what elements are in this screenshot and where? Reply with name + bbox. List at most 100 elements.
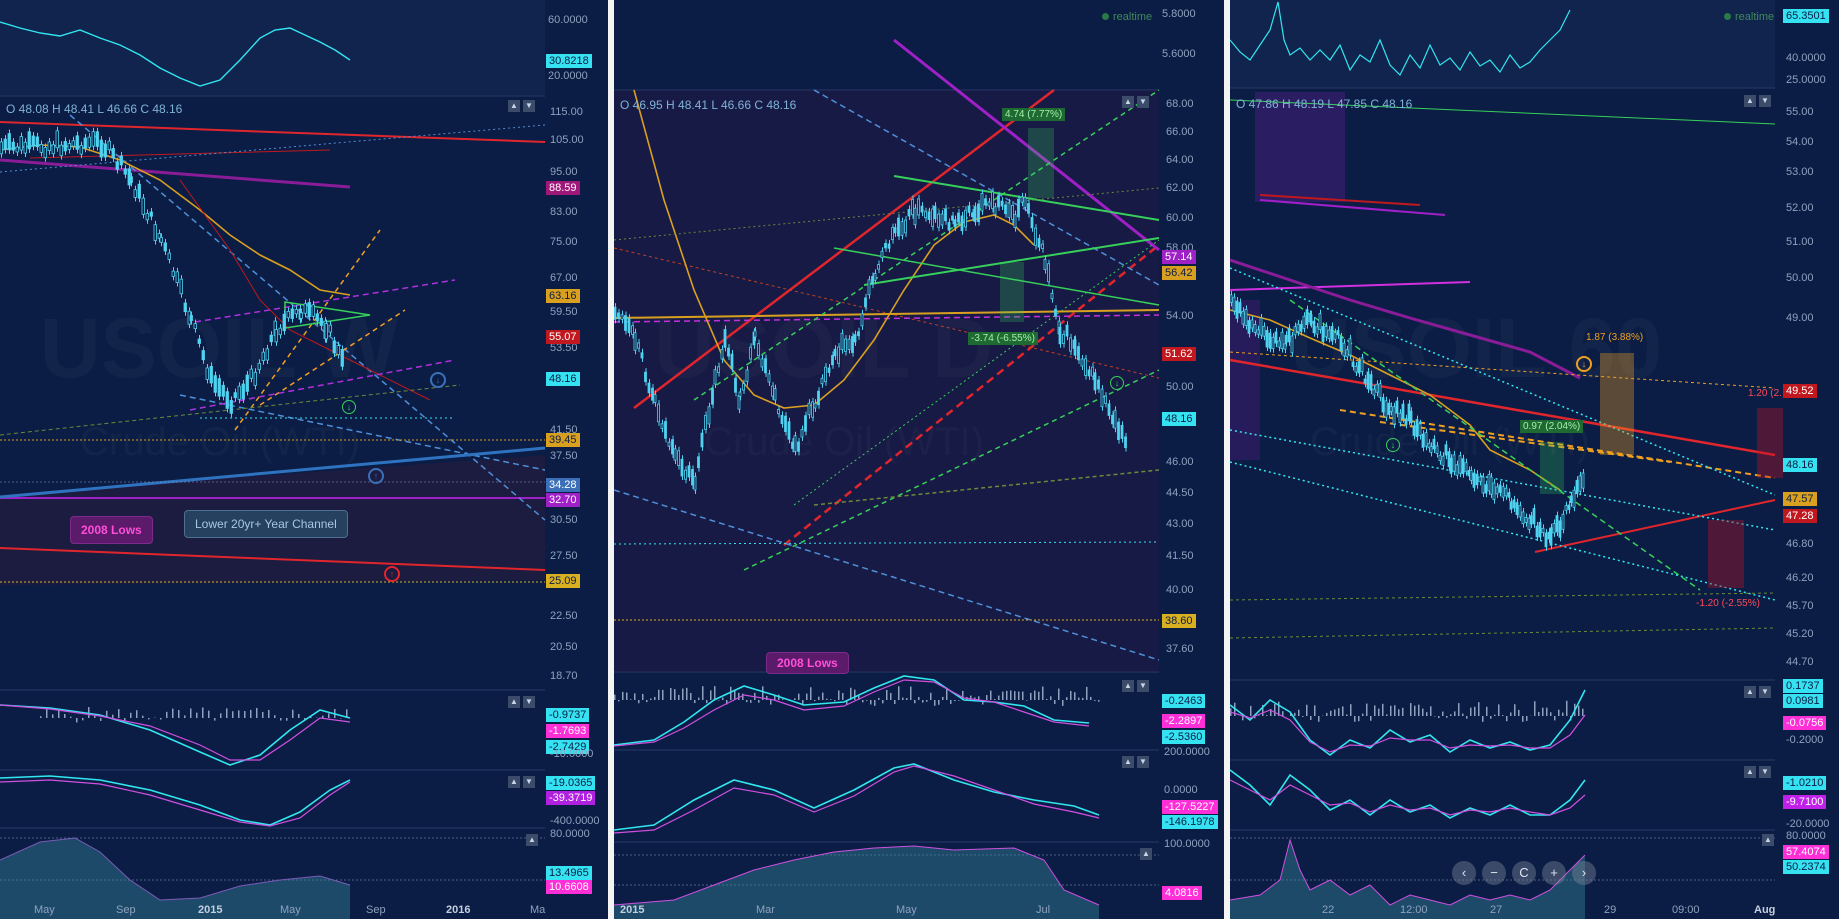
pane-up-icon[interactable]: ▲ (508, 100, 520, 112)
pane-up-icon[interactable]: ▲ (508, 696, 520, 708)
histogram-bar (890, 692, 892, 700)
candle (1253, 323, 1257, 333)
pane-controls[interactable]: ▲ (1140, 848, 1152, 860)
chart-canvas[interactable] (0, 0, 608, 919)
histogram-bar (1410, 703, 1412, 716)
histogram-bar (1254, 716, 1256, 719)
candle (103, 143, 107, 158)
histogram-bar (190, 708, 192, 718)
pane-controls[interactable]: ▲ ▼ (1122, 96, 1149, 108)
pane-controls[interactable]: ▲ ▼ (1744, 686, 1771, 698)
realtime-dot-icon (1724, 13, 1731, 20)
histogram-bar (208, 710, 210, 718)
pane-up-icon[interactable]: ▲ (1122, 96, 1134, 108)
scroll-left-icon[interactable]: ‹ (1452, 861, 1476, 885)
pane-up-icon[interactable]: ▲ (1744, 766, 1756, 778)
candle (1080, 358, 1084, 367)
zoom-in-icon[interactable]: + (1542, 861, 1566, 885)
candle (1348, 338, 1352, 356)
candle (1120, 424, 1124, 439)
pane-down-icon[interactable]: ▼ (1759, 686, 1771, 698)
pane-up-icon[interactable]: ▲ (1744, 95, 1756, 107)
candle (63, 140, 67, 152)
histogram-bar (214, 718, 216, 721)
pane-up-icon[interactable]: ▲ (1122, 680, 1134, 692)
pane-down-icon[interactable]: ▼ (523, 776, 535, 788)
panel-divider[interactable] (608, 0, 614, 919)
histogram-bar (1298, 709, 1300, 716)
candle (1549, 527, 1553, 546)
histogram-bar (918, 697, 920, 700)
pane-down-icon[interactable]: ▼ (1137, 756, 1149, 768)
histogram-bar (1342, 706, 1344, 716)
reset-icon[interactable]: C (1512, 861, 1536, 885)
pane-controls[interactable]: ▲ ▼ (1122, 680, 1149, 692)
chart-canvas[interactable] (1230, 0, 1839, 919)
candle (153, 224, 157, 241)
candle (787, 421, 791, 440)
pane-up-icon[interactable]: ▲ (1762, 834, 1774, 846)
pane-controls[interactable]: ▲ ▼ (1744, 95, 1771, 107)
zoom-out-icon[interactable]: − (1482, 861, 1506, 885)
pane-controls[interactable]: ▲ ▼ (508, 776, 535, 788)
pane-controls[interactable]: ▲ ▼ (508, 100, 535, 112)
panel-divider[interactable] (1224, 0, 1230, 919)
pane-up-icon[interactable]: ▲ (1140, 848, 1152, 860)
indicator-value-tag: -146.1978 (1162, 815, 1218, 829)
candle (157, 233, 161, 239)
histogram-bar (238, 710, 240, 718)
histogram-bar (1086, 686, 1088, 700)
pane-down-icon[interactable]: ▼ (1759, 95, 1771, 107)
candle (657, 403, 660, 423)
pane-down-icon[interactable]: ▼ (523, 696, 535, 708)
histogram-bar (1058, 688, 1060, 700)
price-tag: 48.16 (1783, 458, 1817, 472)
histogram-bar (766, 695, 768, 700)
pane-controls[interactable]: ▲ (526, 834, 538, 846)
candle (269, 334, 273, 343)
histogram-bar (1502, 715, 1504, 716)
pane-down-icon[interactable]: ▼ (1137, 96, 1149, 108)
histogram-bar (654, 696, 656, 700)
marker-up-red-icon: ↑ (384, 566, 400, 582)
pane-up-icon[interactable]: ▲ (508, 776, 520, 788)
candle (853, 334, 857, 343)
candle (664, 421, 667, 439)
candle (328, 324, 332, 333)
pane-down-icon[interactable]: ▼ (1759, 766, 1771, 778)
chart-panel-daily[interactable]: USOIL D Crude Oil (WTI) (614, 0, 1224, 919)
candle (1277, 340, 1281, 348)
scroll-right-icon[interactable]: › (1572, 861, 1596, 885)
pane-up-icon[interactable]: ▲ (526, 834, 538, 846)
histogram-bar (1074, 692, 1076, 700)
chart-canvas[interactable] (614, 0, 1224, 919)
price-tag: 47.28 (1783, 509, 1817, 523)
candle (793, 435, 797, 452)
price-tag: 34.28 (546, 478, 580, 492)
candle (684, 469, 687, 480)
pane-up-icon[interactable]: ▲ (1122, 756, 1134, 768)
pane-down-icon[interactable]: ▼ (523, 100, 535, 112)
candle (119, 155, 123, 166)
candle (997, 195, 1000, 208)
pane-controls[interactable]: ▲ (1762, 834, 1774, 846)
pane-down-icon[interactable]: ▼ (1137, 680, 1149, 692)
histogram-bar (106, 710, 108, 718)
time-axis-label: 29 (1604, 904, 1617, 916)
chart-panel-weekly[interactable]: USOIL W Crude Oil (WTI) (0, 0, 608, 919)
pane-controls[interactable]: ▲ ▼ (1744, 766, 1771, 778)
price-axis-label: 62.00 (1166, 182, 1194, 194)
histogram-bar (1514, 704, 1516, 716)
candle (737, 395, 741, 410)
chart-panel-hourly[interactable]: USOIL 60 Crude Oil (WTI) (1230, 0, 1839, 919)
histogram-bar (250, 709, 252, 718)
indicator-value-tag: 57.4074 (1783, 845, 1829, 859)
candle (183, 302, 187, 313)
candle (1495, 486, 1499, 495)
histogram-bar (1462, 713, 1464, 716)
chart-nav-controls[interactable]: ‹ − C + › (1452, 861, 1596, 885)
histogram-bar (1274, 704, 1276, 716)
pane-controls[interactable]: ▲ ▼ (1122, 756, 1149, 768)
pane-controls[interactable]: ▲ ▼ (508, 696, 535, 708)
pane-up-icon[interactable]: ▲ (1744, 686, 1756, 698)
